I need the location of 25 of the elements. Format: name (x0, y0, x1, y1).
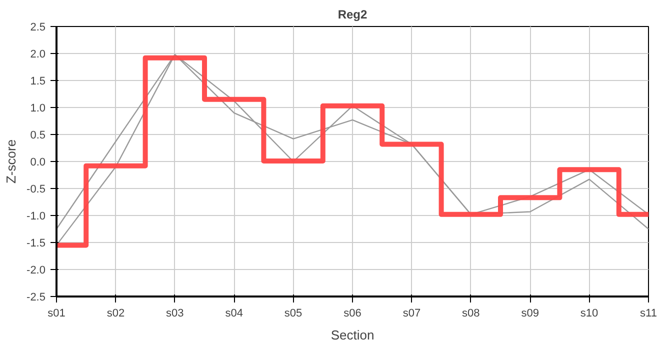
x-tick-label: s07 (402, 308, 421, 320)
x-tick-label: s04 (225, 308, 243, 320)
x-tick-label: s03 (166, 308, 184, 320)
x-tick-label: s09 (521, 308, 539, 320)
chart-title: Reg2 (338, 8, 368, 22)
y-tick-label: -0.5 (26, 184, 46, 196)
y-tick-label: -2.5 (26, 292, 46, 304)
y-tick-label: 2.0 (30, 48, 46, 60)
x-tick-label: s08 (462, 308, 480, 320)
x-tick-label: s01 (48, 308, 66, 320)
x-tick-label: s05 (284, 308, 302, 320)
x-tick-label: s10 (580, 308, 598, 320)
y-tick-label: 1.0 (30, 102, 46, 114)
x-tick-label: s06 (344, 308, 362, 320)
x-tick-label: s11 (640, 308, 657, 320)
y-axis-title: Z-score (4, 139, 19, 184)
y-tick-label: 2.5 (30, 22, 46, 34)
x-tick-label: s02 (106, 308, 125, 320)
y-tick-label: -1.0 (26, 210, 46, 222)
y-tick-label: -1.5 (26, 238, 46, 250)
x-axis-title: Section (330, 328, 374, 342)
y-tick-label: 0.0 (30, 156, 46, 168)
y-tick-label: 1.5 (30, 76, 46, 88)
y-tick-label: -2.0 (26, 264, 46, 276)
y-tick-label: 0.5 (30, 130, 46, 142)
